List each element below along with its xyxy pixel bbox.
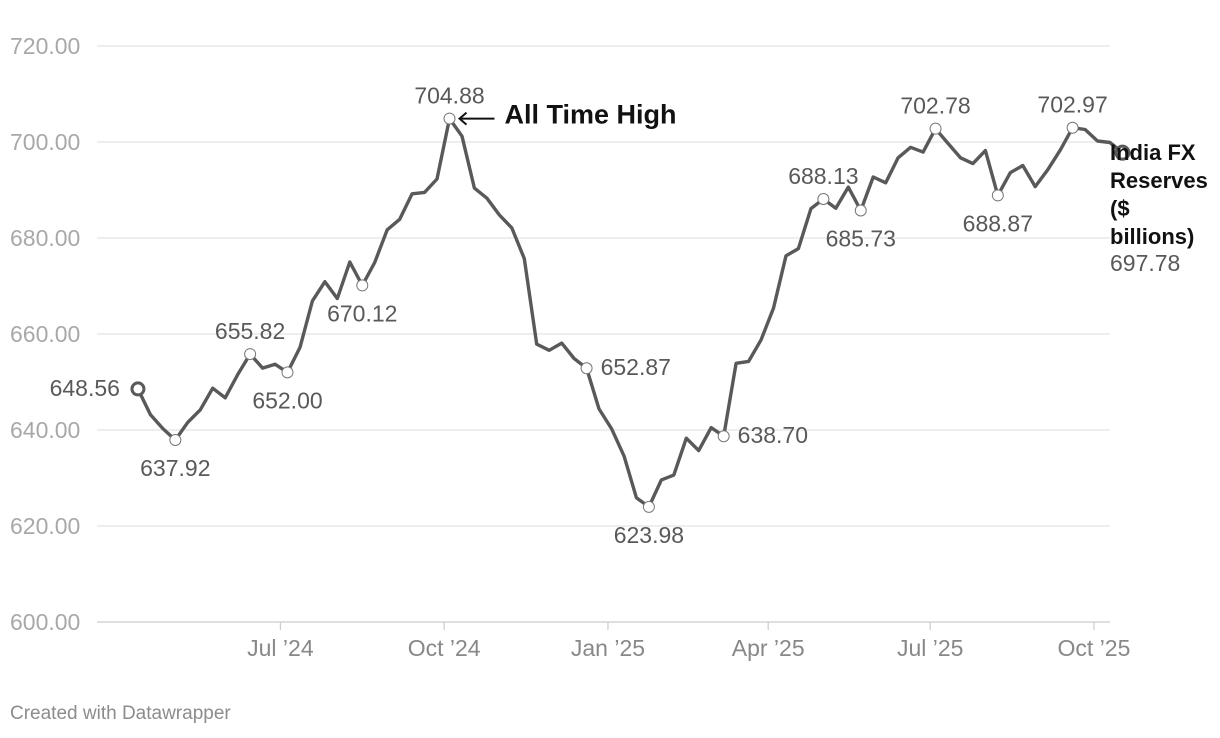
series-path [136, 116, 1125, 509]
data-point-marker [854, 204, 867, 217]
data-label: 670.12 [327, 300, 397, 326]
data-point-marker [244, 348, 257, 361]
grid-lines [97, 45, 1110, 623]
footer-credit: Created with Datawrapper [10, 703, 231, 724]
data-label: 637.92 [140, 455, 210, 481]
data-label: 638.70 [738, 422, 808, 448]
data-point-marker [717, 430, 730, 443]
x-tick-label: Oct ’25 [1058, 635, 1131, 661]
data-label: 702.78 [900, 93, 970, 119]
y-tick-label: 660.00 [10, 321, 80, 347]
y-tick-label: 640.00 [10, 417, 80, 443]
data-label: 652.87 [601, 354, 671, 380]
data-point-marker [991, 189, 1004, 202]
x-tick-label: Jan ’25 [571, 635, 645, 661]
data-labels: 648.56 637.92 655.82 652.00 670.12 704.88 652.… [50, 83, 1208, 548]
annotation-all-time-high: All Time High [505, 100, 677, 130]
y-tick-label: 720.00 [10, 33, 80, 59]
x-tick-label: Apr ’25 [732, 635, 805, 661]
data-point-marker [642, 500, 655, 513]
data-point-marker [929, 122, 942, 135]
data-label-markers [130, 112, 1131, 513]
annotation-arrow-head [457, 111, 468, 126]
y-axis: 600.00 620.00 640.00 660.00 680.00 700.00 720.… [10, 33, 80, 635]
data-label: 652.00 [252, 387, 322, 413]
x-tick-label: Oct ’24 [408, 635, 481, 661]
x-tick-label: Jul ’25 [897, 635, 963, 661]
series-name-line: billions) [1110, 224, 1194, 249]
data-point-marker [281, 366, 294, 379]
data-label: 623.98 [614, 522, 684, 548]
data-point-marker [1066, 121, 1079, 134]
data-label: 655.82 [215, 318, 285, 344]
data-point-marker [356, 279, 369, 292]
data-label: 685.73 [826, 225, 896, 251]
annotations: All Time High [457, 100, 677, 130]
end-value-label: 697.78 [1110, 250, 1180, 276]
y-tick-label: 700.00 [10, 129, 80, 155]
data-point-marker [443, 112, 456, 125]
data-point-marker [169, 433, 182, 446]
series-line [136, 116, 1125, 509]
x-axis: Jul ’24 Oct ’24 Jan ’25 Apr ’25 Jul ’25 Oct ’… [247, 622, 1130, 661]
series-name-line: Reserves [1110, 168, 1208, 193]
data-label: 688.87 [963, 210, 1033, 236]
data-label: 688.13 [788, 163, 858, 189]
data-label: 648.56 [50, 375, 120, 401]
data-label: 702.97 [1037, 92, 1107, 118]
data-point-marker [130, 381, 146, 397]
series-name-label: India FX Reserves ($ billions) [1110, 140, 1208, 249]
data-point-marker [580, 362, 593, 375]
data-point-marker [817, 192, 830, 205]
data-label: 704.88 [414, 83, 484, 109]
y-tick-label: 600.00 [10, 609, 80, 635]
line-chart: 600.00 620.00 640.00 660.00 680.00 700.00 720.… [10, 33, 1208, 661]
end-point-marker [1114, 144, 1131, 161]
x-tick-label: Jul ’24 [247, 635, 314, 661]
y-tick-label: 620.00 [10, 513, 80, 539]
series-name-line: India FX [1110, 140, 1196, 165]
series-name-line: ($ [1110, 196, 1130, 221]
y-tick-label: 680.00 [10, 225, 80, 251]
